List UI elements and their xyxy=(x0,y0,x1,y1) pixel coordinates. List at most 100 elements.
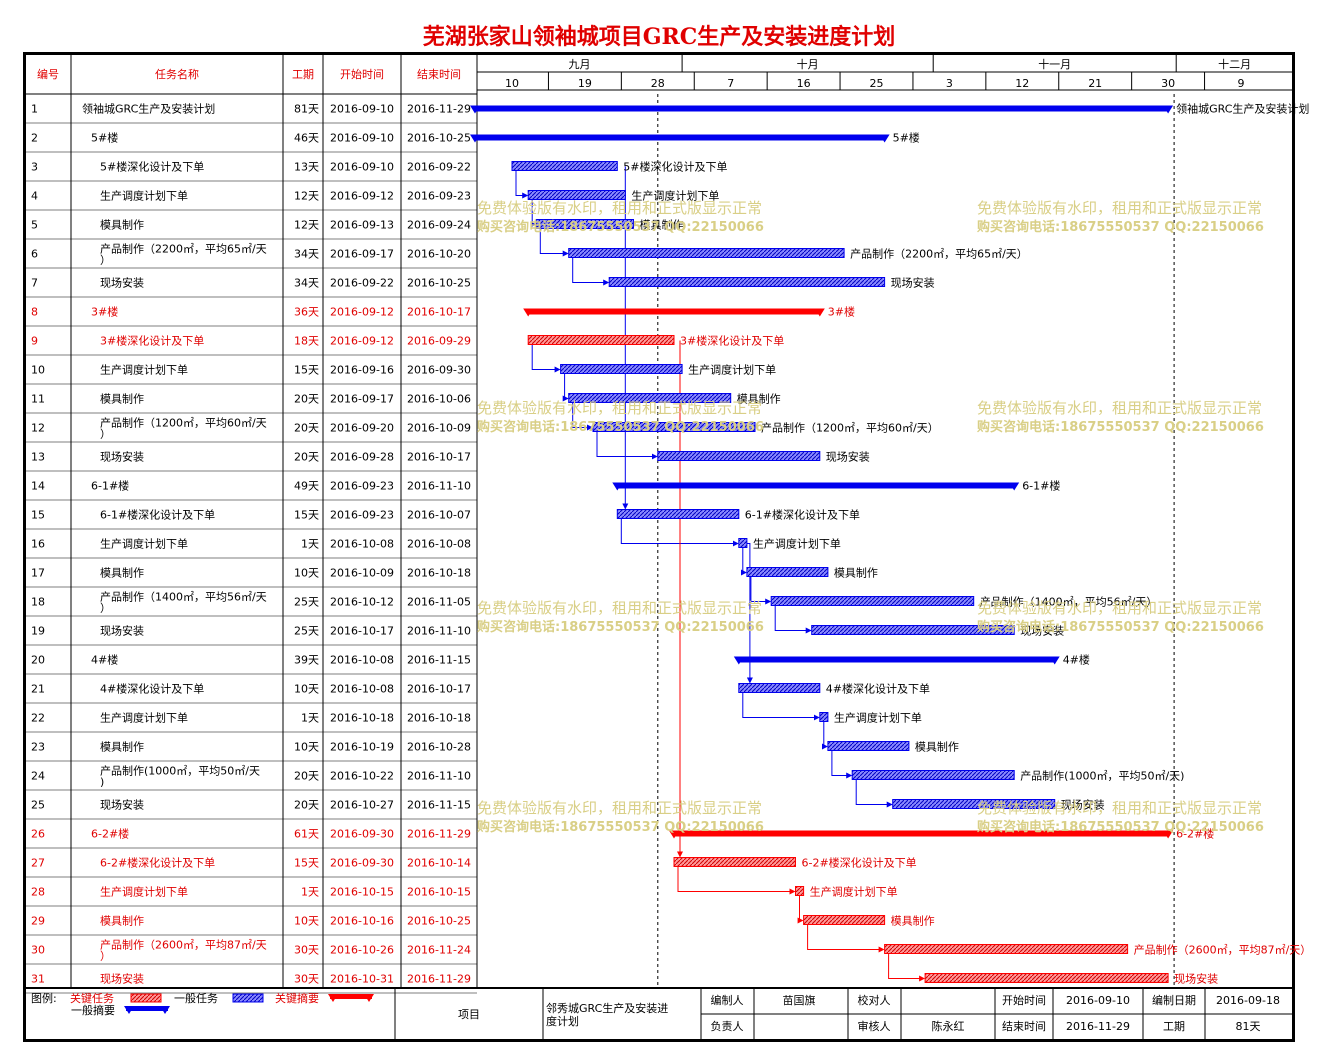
task-duration: 20天 xyxy=(294,393,319,406)
task-name: 产品制作（1200㎡，平均60㎡/天 xyxy=(100,416,267,430)
legend-critical-summary: 关键摘要 xyxy=(275,991,319,1005)
task-name-cont: ） xyxy=(100,602,111,615)
watermark-line1: 免费体验版有水印，租用和正式版显示正常 xyxy=(977,799,1262,817)
watermark-line2: 购买咨询电话:18675550537 QQ:22150066 xyxy=(977,819,1264,835)
bar-label: 模具制作 xyxy=(915,741,959,754)
task-end: 2016-10-09 xyxy=(407,422,471,435)
task-start: 2016-10-08 xyxy=(330,654,394,667)
table-row: 27 6-2#楼深化设计及下单 15天 2016-09-30 2016-10-14 xyxy=(31,856,471,870)
end-label: 结束时间 xyxy=(1002,1020,1046,1033)
dependency-link xyxy=(821,721,828,750)
task-id: 29 xyxy=(31,915,45,928)
task-end: 2016-10-18 xyxy=(407,712,471,725)
task-name: 生产调度计划下单 xyxy=(100,885,188,899)
task-name: 3#楼深化设计及下单 xyxy=(100,334,204,348)
bar-label: 3#楼深化设计及下单 xyxy=(680,334,784,348)
reviewer-label: 审核人 xyxy=(858,1019,891,1033)
task-duration: 13天 xyxy=(294,161,319,174)
table-row: 2 5#楼 46天 2016-09-10 2016-10-25 xyxy=(31,131,471,145)
summary-start-cap xyxy=(733,656,744,665)
task-id: 26 xyxy=(31,828,45,841)
task-name: 现场安装 xyxy=(100,624,144,638)
legend-normal-summary: 一般摘要 xyxy=(71,1003,115,1017)
task-name: 3#楼 xyxy=(91,305,118,319)
task-bar xyxy=(568,393,732,403)
dependency-link xyxy=(620,518,739,547)
watermark-line2: 购买咨询电话:18675550537 QQ:22150066 xyxy=(977,619,1264,635)
task-bar xyxy=(527,190,626,200)
task-name: 生产调度计划下单 xyxy=(100,711,188,725)
task-duration: 61天 xyxy=(294,828,319,841)
task-start: 2016-09-30 xyxy=(330,828,394,841)
day-label: 19 xyxy=(578,77,592,90)
dependency-link xyxy=(596,431,658,460)
summary-bar xyxy=(528,308,820,315)
watermark-line1: 免费体验版有水印，租用和正式版显示正常 xyxy=(977,199,1262,217)
task-id: 25 xyxy=(31,799,45,812)
task-name: 模具制作 xyxy=(100,741,144,754)
task-start: 2016-10-31 xyxy=(330,973,394,986)
summary-bar xyxy=(617,482,1015,489)
day-label: 9 xyxy=(1238,77,1245,90)
legend-critical-summary-caps xyxy=(328,994,374,1002)
task-name: 5#楼 xyxy=(91,131,118,145)
dependency-link xyxy=(750,576,772,605)
task-bar xyxy=(527,335,675,345)
task-start: 2016-10-17 xyxy=(330,625,394,638)
task-duration: 34天 xyxy=(294,248,319,261)
task-end: 2016-11-10 xyxy=(407,480,471,493)
summary-bar xyxy=(475,105,1169,112)
dependency-link xyxy=(746,543,753,684)
table-row: 8 3#楼 36天 2016-09-12 2016-10-17 xyxy=(31,305,471,319)
table-row: 31 现场安装 30天 2016-10-31 2016-11-29 xyxy=(31,972,471,986)
task-name: 产品制作（2200㎡，平均65㎡/天 xyxy=(100,242,267,256)
task-end: 2016-10-20 xyxy=(407,248,471,261)
task-duration: 25天 xyxy=(294,596,319,609)
task-name: 产品制作(1000㎡，平均50㎡/天 xyxy=(100,764,260,778)
task-end: 2016-11-29 xyxy=(407,973,471,986)
task-start: 2016-10-27 xyxy=(330,799,394,812)
month-label: 十一月 xyxy=(1038,57,1071,71)
task-start: 2016-09-12 xyxy=(330,335,394,348)
task-duration: 20天 xyxy=(294,770,319,783)
table-row: 26 6-2#楼 61天 2016-09-30 2016-11-29 xyxy=(31,827,471,841)
table-row: 13 现场安装 20天 2016-09-28 2016-10-17 xyxy=(31,450,471,464)
task-name: 6-1#楼深化设计及下单 xyxy=(100,508,215,522)
bar-label: 4#楼 xyxy=(1063,653,1090,667)
task-bar xyxy=(746,567,829,577)
task-duration: 1天 xyxy=(301,712,319,725)
bar-label: 生产调度计划下单 xyxy=(810,885,898,899)
dependency-link xyxy=(888,953,926,982)
owner-label: 负责人 xyxy=(711,1019,744,1033)
column-header-name: 任务名称 xyxy=(155,67,199,81)
task-id: 5 xyxy=(31,219,38,232)
task-end: 2016-10-18 xyxy=(407,567,471,580)
task-bar xyxy=(673,857,796,867)
task-id: 20 xyxy=(31,654,45,667)
task-start: 2016-09-10 xyxy=(330,161,394,174)
day-label: 30 xyxy=(1161,77,1175,90)
task-name: 产品制作（1400㎡，平均56㎡/天 xyxy=(100,590,267,604)
task-bar xyxy=(560,364,683,374)
duration-label: 工期 xyxy=(1163,1020,1185,1033)
task-name: 生产调度计划下单 xyxy=(100,363,188,377)
task-duration: 10天 xyxy=(294,567,319,580)
task-bar xyxy=(738,538,748,548)
task-id: 14 xyxy=(31,480,45,493)
task-bar xyxy=(884,944,1129,954)
task-end: 2016-09-30 xyxy=(407,364,471,377)
task-duration: 10天 xyxy=(294,915,319,928)
legend-normal-task: 一般任务 xyxy=(174,992,218,1005)
bar-label: 生产调度计划下单 xyxy=(631,189,719,203)
bar-label: 领袖城GRC生产及安装计划 xyxy=(1176,102,1309,116)
task-name: 5#楼深化设计及下单 xyxy=(100,160,204,174)
table-row: 18 产品制作（1400㎡，平均56㎡/天） 25天 2016-10-12 2016-1… xyxy=(31,590,471,615)
task-bar xyxy=(803,915,886,925)
task-end: 2016-10-17 xyxy=(407,683,471,696)
dependency-link xyxy=(677,866,796,895)
end-value: 2016-11-29 xyxy=(1066,1020,1130,1033)
task-duration: 30天 xyxy=(294,973,319,986)
day-label: 3 xyxy=(946,77,953,90)
task-name: 6-2#楼 xyxy=(91,827,129,841)
table-row: 28 生产调度计划下单 1天 2016-10-15 2016-10-15 xyxy=(31,885,471,899)
